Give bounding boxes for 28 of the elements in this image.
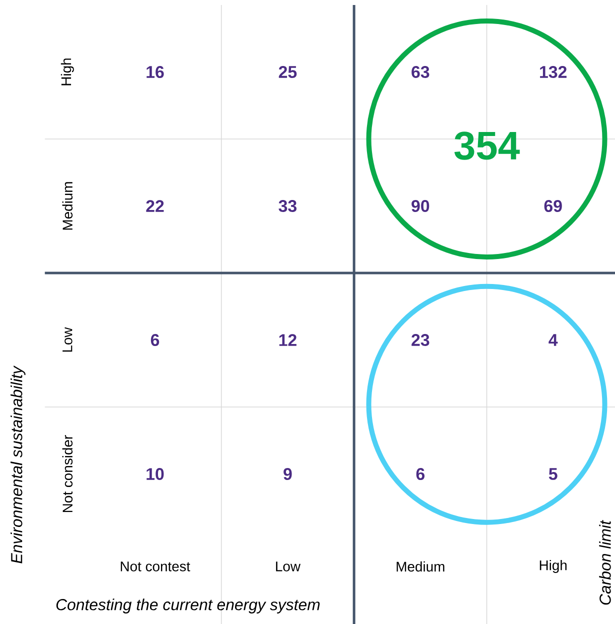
x-axis-title: Contesting the current energy system bbox=[56, 598, 320, 614]
data-label: 16 bbox=[146, 66, 164, 78]
data-label: 90 bbox=[412, 200, 430, 212]
data-label: 6 bbox=[416, 468, 425, 480]
data-label: 10 bbox=[146, 468, 164, 480]
data-label: 33 bbox=[278, 200, 297, 212]
annotation: Carbon limit bbox=[599, 520, 611, 605]
x-tick-label: Not contest bbox=[120, 562, 190, 572]
annotation: 354 bbox=[454, 132, 520, 160]
x-tick-label: High bbox=[540, 560, 567, 573]
data-label: 132 bbox=[540, 66, 567, 78]
x-tick-label: Medium bbox=[396, 561, 444, 572]
data-label: 12 bbox=[279, 334, 296, 346]
y-tick-label: Low bbox=[62, 327, 72, 352]
data-label: 25 bbox=[278, 66, 297, 78]
data-label: 69 bbox=[544, 200, 562, 212]
data-label: 5 bbox=[548, 468, 558, 480]
data-label: 22 bbox=[146, 200, 164, 212]
y-tick-label: High bbox=[60, 58, 74, 86]
data-label: 6 bbox=[150, 334, 160, 346]
x-tick-label: Low bbox=[276, 562, 301, 572]
y-tick-label: Not consider bbox=[62, 435, 73, 512]
data-label: 63 bbox=[412, 66, 430, 78]
data-label: 4 bbox=[548, 334, 558, 346]
y-axis-title: Environmental sustainability bbox=[10, 365, 26, 564]
y-tick-label: Medium bbox=[62, 182, 73, 230]
data-label: 23 bbox=[412, 334, 430, 346]
data-label: 9 bbox=[284, 468, 292, 480]
